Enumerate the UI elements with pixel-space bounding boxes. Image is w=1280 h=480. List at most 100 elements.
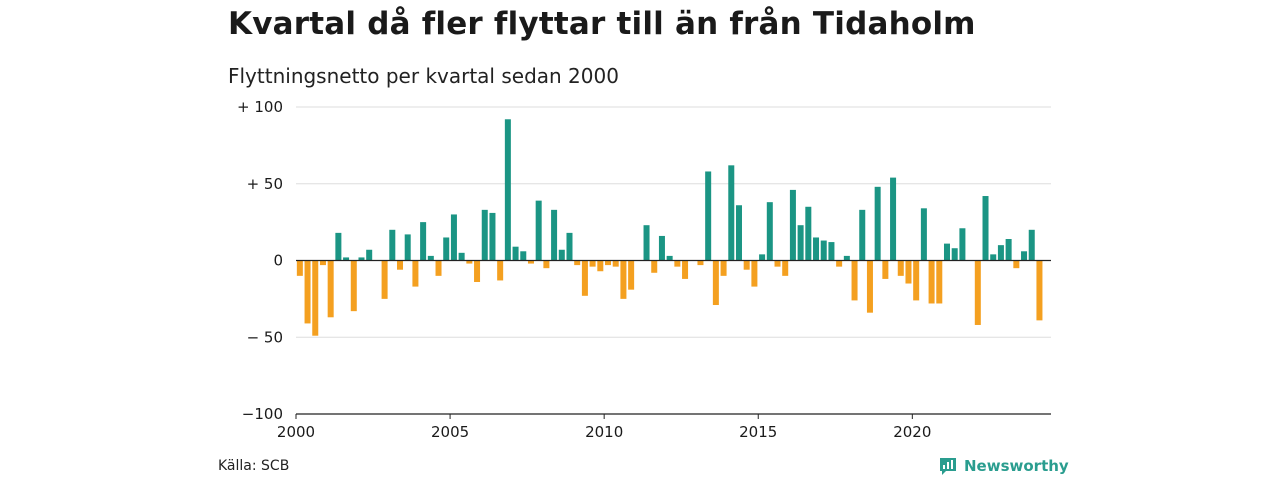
bar	[805, 206, 812, 261]
y-tick-label: − 50	[247, 328, 283, 346]
y-tick-label: + 50	[247, 175, 283, 193]
bar	[782, 260, 789, 276]
source-note: Källa: SCB	[218, 458, 290, 474]
bar	[404, 234, 411, 261]
bar	[813, 237, 820, 261]
x-tick-label: 2000	[277, 423, 315, 441]
bar	[497, 260, 504, 281]
bar	[628, 260, 635, 290]
bar	[820, 240, 827, 261]
bar	[350, 260, 357, 312]
bar	[851, 260, 858, 301]
bar	[997, 245, 1004, 261]
bar	[1005, 239, 1012, 261]
bar	[951, 248, 958, 261]
bar	[574, 260, 581, 266]
bar	[296, 260, 303, 276]
bar	[974, 260, 981, 325]
bar	[728, 165, 735, 261]
bar	[597, 260, 604, 272]
bar	[381, 260, 388, 299]
bar	[397, 260, 404, 270]
bar	[843, 255, 850, 261]
bar	[797, 225, 804, 261]
bar	[420, 222, 427, 261]
bar	[735, 205, 742, 261]
y-tick-label: 0	[273, 252, 283, 270]
bar	[674, 260, 681, 267]
bar	[489, 212, 496, 261]
bar	[366, 249, 373, 261]
bar	[327, 260, 334, 318]
bar	[389, 229, 396, 261]
bar	[605, 260, 612, 266]
bar	[859, 209, 866, 261]
bar	[566, 232, 573, 261]
bar	[743, 260, 750, 270]
bar	[789, 189, 796, 261]
bar	[1036, 260, 1043, 321]
bar	[312, 260, 319, 336]
bar	[828, 242, 835, 261]
bar	[990, 254, 997, 261]
x-tick-label: 2015	[739, 423, 777, 441]
bar	[1013, 260, 1020, 269]
bar	[512, 246, 519, 261]
chart-subtitle: Flyttningsnetto per kvartal sedan 2000	[228, 64, 619, 88]
bar	[612, 260, 619, 267]
bar	[443, 237, 450, 261]
bar	[928, 260, 935, 304]
brand-name: Newsworthy	[964, 457, 1069, 475]
bar	[343, 257, 350, 261]
bar	[666, 255, 673, 261]
bar	[1028, 229, 1035, 261]
bar	[1021, 251, 1028, 261]
bar	[412, 260, 419, 287]
bar	[527, 260, 534, 264]
bar	[466, 260, 473, 264]
bar	[774, 260, 781, 267]
bar	[435, 260, 442, 276]
bar	[535, 200, 542, 261]
bar	[450, 214, 457, 261]
bar	[874, 186, 881, 261]
y-tick-label: + 100	[237, 98, 283, 116]
bar	[643, 225, 650, 261]
bar	[551, 209, 558, 261]
bar	[504, 119, 511, 261]
bar	[697, 260, 704, 266]
bar	[866, 260, 873, 313]
bar	[959, 228, 966, 261]
bar	[712, 260, 719, 306]
bar	[658, 235, 665, 261]
bar	[913, 260, 920, 301]
bar	[481, 209, 488, 261]
bar	[882, 260, 889, 279]
bar	[890, 177, 897, 261]
bar	[335, 232, 342, 261]
bar	[905, 260, 912, 284]
bar	[589, 260, 596, 267]
x-tick-label: 2010	[585, 423, 623, 441]
bar	[304, 260, 311, 324]
chart-title: Kvartal då fler flyttar till än från Tid…	[228, 6, 976, 42]
bar	[759, 254, 766, 261]
bar	[936, 260, 943, 304]
bar	[682, 260, 689, 279]
bar	[720, 260, 727, 276]
bar	[458, 252, 465, 261]
bar	[427, 255, 434, 261]
bar	[474, 260, 481, 282]
newsworthy-logo-icon	[940, 458, 956, 475]
bar	[651, 260, 658, 273]
bar	[751, 260, 758, 287]
bar	[897, 260, 904, 276]
bar	[358, 257, 365, 261]
bar	[982, 196, 989, 261]
bar	[543, 260, 550, 269]
brand-logo: Newsworthy	[938, 456, 1069, 476]
y-tick-label: −100	[242, 405, 283, 423]
bar	[943, 243, 950, 261]
bar	[581, 260, 588, 296]
